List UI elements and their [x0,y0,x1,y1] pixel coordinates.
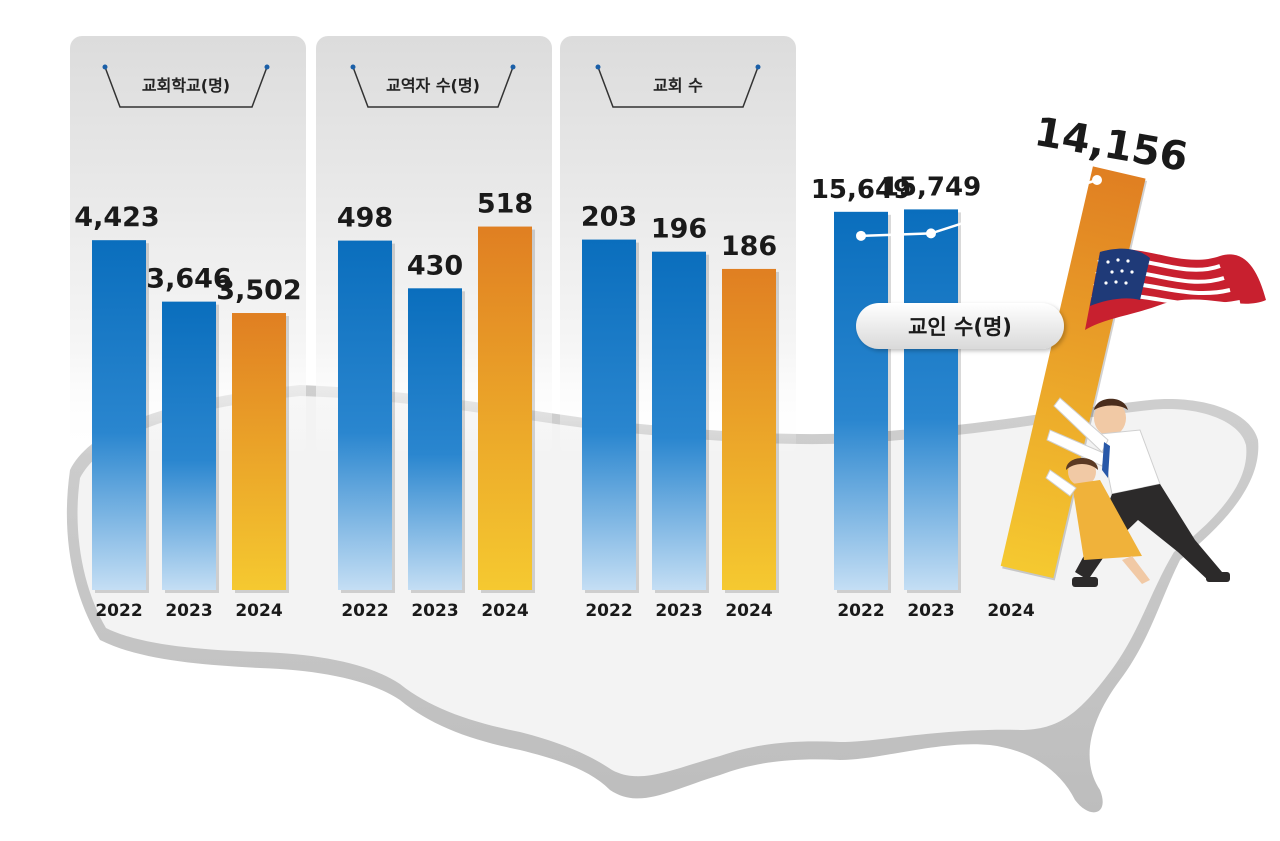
value-label: 3,646 [146,264,231,295]
chart-title-church-school: 교회학교(명) [142,76,230,95]
year-label: 2022 [95,601,142,621]
value-label: 498 [337,203,393,234]
bar [232,313,286,590]
bar [904,209,958,590]
chart-title-churches: 교회 수 [653,76,703,95]
year-label: 2022 [837,601,884,621]
chart-ministers: 2022 498 2023 430 2024 518 [337,189,535,621]
value-label: 203 [581,202,637,233]
title-brackets [104,66,759,108]
chart-churches: 2022 203 2023 196 2024 186 [581,202,779,621]
bar [582,239,636,591]
year-label: 2024 [481,601,528,621]
year-label: 2023 [411,601,458,621]
year-label: 2023 [165,601,212,621]
value-label: 430 [407,250,463,281]
members-label-pill [856,303,1064,349]
value-label: 4,423 [74,202,159,233]
bar [834,211,888,590]
chart-title-members: 교인 수(명) [908,315,1012,339]
members-trend-dots [856,175,1102,241]
bar [652,251,706,590]
value-label: 15,649 [811,175,911,205]
year-label: 2022 [341,601,388,621]
year-label: 2024 [725,601,772,621]
trend-point [856,230,866,241]
value-label: 186 [721,231,777,262]
year-label: 2024 [235,601,282,621]
bar [92,240,146,590]
title-bracket-dots [102,64,761,70]
value-label: 518 [477,189,533,220]
value-label: 196 [651,214,707,245]
us-flag-icon [1085,248,1266,330]
bar [408,288,462,590]
bar [162,301,216,590]
year-label: 2023 [655,601,702,621]
year-label: 2023 [907,601,954,621]
chart-church-school: 2022 4,423 2023 3,646 2024 3,502 [74,202,301,621]
year-label: 2022 [585,601,632,621]
bar [338,240,392,590]
trend-point [926,228,936,239]
trend-point [1092,175,1102,185]
people-illustration [1045,397,1230,587]
year-label: 2024 [987,601,1034,621]
bar [478,226,532,590]
value-label: 3,502 [216,275,301,306]
value-label: 15,749 [881,172,981,202]
chart-title-ministers: 교역자 수(명) [386,76,480,95]
value-label: 14,156 [1031,109,1191,181]
bar [722,268,776,590]
